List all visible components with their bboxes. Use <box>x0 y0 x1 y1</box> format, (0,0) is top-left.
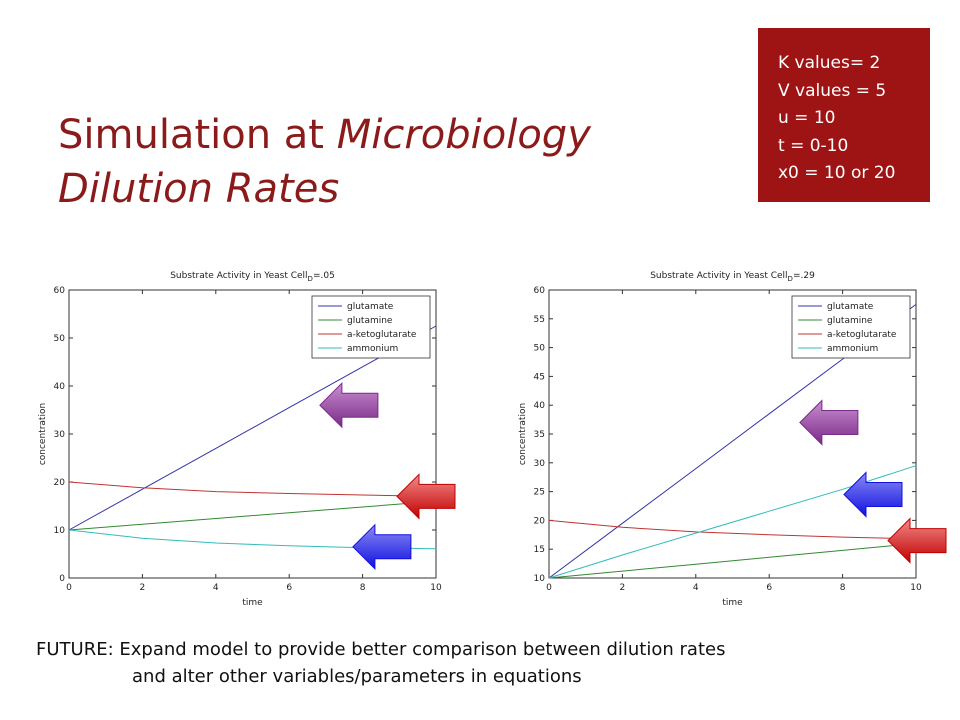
arrow-blue-icon <box>843 471 903 518</box>
y-tick-label: 15 <box>534 545 545 555</box>
chart-dilution-29: 0 2 4 6 8 10 10 15 20 25 30 35 40 45 50 55 60 Substrate A… <box>510 262 947 612</box>
x-axis-label: time <box>722 598 743 608</box>
x-axis-label: time <box>242 598 263 608</box>
param-t: t = 0-10 <box>778 135 849 156</box>
chart-svg-dilution-05: 0 2 4 6 8 10 0 10 20 30 40 50 60 Substrate Activity i… <box>38 271 456 608</box>
chart-svg-dilution-29: 0 2 4 6 8 10 10 15 20 25 30 35 40 45 50 55 60 Substrate A… <box>518 271 947 608</box>
series-line-glutamate <box>68 325 437 531</box>
y-tick-label: 20 <box>534 516 546 526</box>
title-line-1: Simulation at Microbiology <box>58 108 591 162</box>
legend-entry: a-ketoglutarate <box>827 330 897 340</box>
param-v: V values = 5 <box>778 80 887 101</box>
y-axis-label: concentration <box>38 403 48 465</box>
x-tick-label: 4 <box>693 583 699 593</box>
x-tick-label: 8 <box>840 583 846 593</box>
legend-entry: ammonium <box>347 344 398 354</box>
x-tick-label: 8 <box>360 583 366 593</box>
footer-line-1: FUTURE: Expand model to provide better c… <box>36 639 726 660</box>
chart-title: Substrate Activity in Yeast CellD=.05 <box>170 271 335 283</box>
y-tick-label: 0 <box>59 574 65 584</box>
x-tick-label: 10 <box>430 583 442 593</box>
y-tick-label: 45 <box>534 372 545 382</box>
legend-entry: ammonium <box>827 344 878 354</box>
x-tick-label: 6 <box>766 583 772 593</box>
chart-dilution-05: 0 2 4 6 8 10 0 10 20 30 40 50 60 Substrate Activity i… <box>30 262 460 612</box>
legend-entry: glutamate <box>827 302 874 312</box>
y-tick-label: 25 <box>534 488 545 498</box>
x-tick-label: 4 <box>213 583 219 593</box>
y-tick-label: 20 <box>54 478 66 488</box>
legend-entry: a-ketoglutarate <box>347 330 417 340</box>
y-tick-label: 50 <box>534 344 546 354</box>
legend-entry: glutamine <box>827 316 873 326</box>
x-tick-label: 10 <box>910 583 922 593</box>
y-tick-label: 60 <box>534 286 546 296</box>
title-normal-text: Simulation at <box>58 112 337 158</box>
legend-entry: glutamine <box>347 316 393 326</box>
y-tick-label: 30 <box>54 430 66 440</box>
series-line-glutamine <box>68 500 437 531</box>
arrow-purple-icon <box>319 381 379 429</box>
series-line-glutamine <box>548 542 917 579</box>
y-tick-label: 10 <box>54 526 66 536</box>
series-line-a-ketoglutarate <box>68 481 437 497</box>
parameters-box: K values= 2 V values = 5 u = 10 t = 0-10… <box>758 28 930 202</box>
footer-note: FUTURE: Expand model to provide better c… <box>36 636 725 690</box>
arrow-purple-icon <box>799 399 859 446</box>
param-u: u = 10 <box>778 108 836 128</box>
y-tick-label: 60 <box>54 286 66 296</box>
legend-entry: glutamate <box>347 302 394 312</box>
y-axis-label: concentration <box>518 403 528 465</box>
arrow-red-icon <box>396 473 456 520</box>
title-line-2: Dilution Rates <box>58 166 340 212</box>
y-tick-label: 50 <box>54 334 66 344</box>
y-tick-label: 10 <box>534 574 546 584</box>
x-tick-label: 2 <box>140 583 146 593</box>
arrow-blue-icon <box>352 523 412 571</box>
slide-title: Simulation at Microbiology Dilution Rate… <box>58 108 591 216</box>
title-italic-text: Microbiology <box>336 112 591 158</box>
param-x0: x0 = 10 or 20 <box>778 163 896 183</box>
x-tick-label: 0 <box>66 583 72 593</box>
x-tick-label: 6 <box>286 583 292 593</box>
y-tick-label: 40 <box>534 401 546 411</box>
y-tick-label: 30 <box>534 459 546 469</box>
arrow-red-icon <box>887 517 947 564</box>
x-tick-label: 0 <box>546 583 552 593</box>
series-line-a-ketoglutarate <box>548 519 917 540</box>
footer-line-2: and alter other variables/parameters in … <box>132 666 582 687</box>
x-tick-label: 2 <box>620 583 626 593</box>
param-k: K values= 2 <box>778 53 881 73</box>
y-tick-label: 55 <box>534 315 545 325</box>
y-tick-label: 40 <box>54 382 66 392</box>
chart-title: Substrate Activity in Yeast CellD=.29 <box>650 271 815 283</box>
y-tick-label: 35 <box>534 430 545 440</box>
